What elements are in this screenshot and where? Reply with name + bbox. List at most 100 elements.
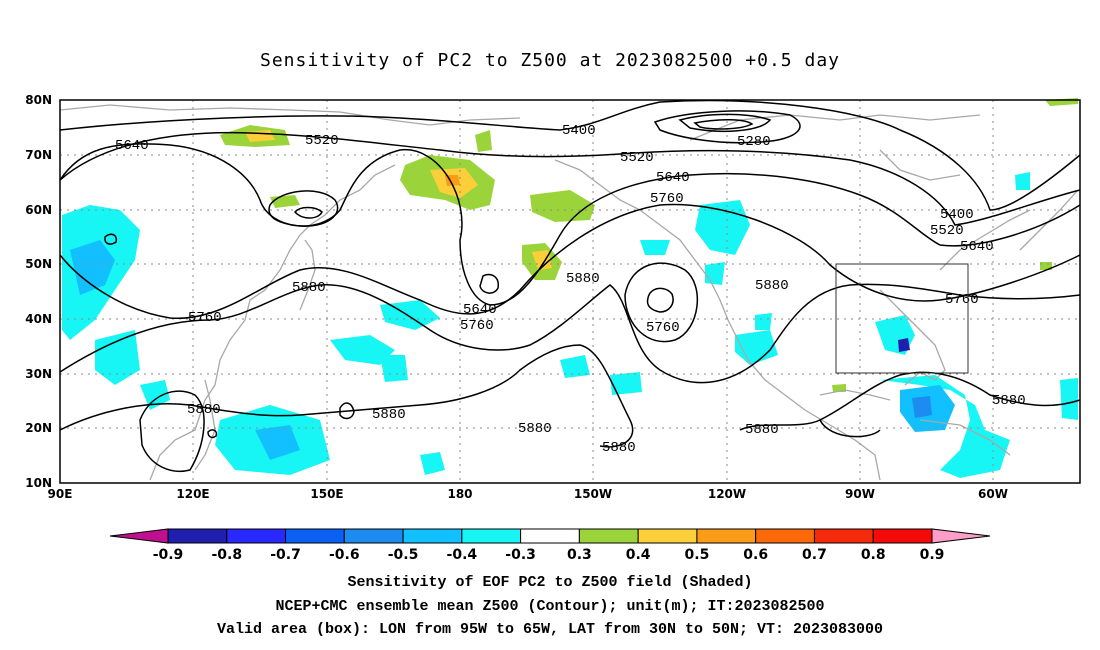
- shade-neg-caribbean: [880, 375, 1010, 478]
- colorbar-swatch: [637, 528, 698, 544]
- shade-pos-arctic: [475, 130, 492, 152]
- colorbar-arrow-low: [109, 528, 169, 544]
- colorbar-label: 0.4: [626, 547, 651, 563]
- colorbar-label: -0.7: [270, 547, 301, 563]
- colorbar-label: 0.8: [861, 547, 886, 563]
- lat-tick-50n: 50N: [25, 257, 52, 271]
- contour-label-5880-d: 5880: [187, 402, 221, 418]
- colorbar-label: -0.6: [329, 547, 360, 563]
- contour-closed-low1: [268, 190, 339, 227]
- contour-label-5880: 5880: [292, 280, 326, 296]
- colorbar-label: -0.9: [153, 547, 184, 563]
- shade-neg-phil: [140, 380, 170, 410]
- shade-neg-sepac-2: [610, 372, 642, 395]
- colorbar-swatch: [402, 528, 463, 544]
- lon-tick-90e: 90E: [48, 487, 73, 501]
- valid-area-box: [835, 263, 969, 374]
- contour-label-5760-e: 5760: [945, 292, 979, 308]
- contour-5880: [59, 283, 1081, 384]
- lat-tick-60n: 60N: [25, 203, 52, 217]
- lon-tick-150w: 150W: [574, 487, 612, 501]
- shade-neg-npac: [420, 452, 445, 475]
- contour-label-5400: 5400: [562, 123, 596, 139]
- contour-label-5880-i: 5880: [992, 393, 1026, 409]
- contour-label-5640: 5640: [115, 138, 149, 154]
- shade-neg-mexico-2: [755, 313, 772, 330]
- colorbar-label: 0.6: [743, 547, 768, 563]
- colorbar-label: -0.8: [211, 547, 242, 563]
- colorbar-label: -0.5: [388, 547, 419, 563]
- contour-label-5640-b: 5640: [656, 170, 690, 186]
- contour-label-5760-d: 5760: [646, 320, 680, 336]
- shade-neg-westpac-2: [70, 240, 115, 295]
- colorbar-swatch: [578, 528, 639, 544]
- contour-label-5520-c: 5520: [930, 223, 964, 239]
- lat-tick-40n: 40N: [25, 312, 52, 326]
- lon-tick-120w: 120W: [708, 487, 746, 501]
- contour-label-5280: 5280: [737, 134, 771, 150]
- lon-tick-150e: 150E: [310, 487, 343, 501]
- colorbar: -0.9 -0.8 -0.7 -0.6 -0.5 -0.4 -0.3 0.3 0.4 0.5 0.6…: [109, 528, 991, 563]
- contour-label-5640-c: 5640: [960, 239, 994, 255]
- lat-axis: 80N 70N 60N 50N 40N 30N 20N 10N: [25, 93, 52, 490]
- shade-pos-aleut-core: [532, 250, 552, 270]
- lon-tick-60w: 60W: [978, 487, 1008, 501]
- footer-line-3: Valid area (box): LON from 95W to 65W, L…: [216, 621, 884, 638]
- shade-neg-caribbean-3: [912, 396, 932, 418]
- lon-tick-180: 180: [447, 487, 472, 501]
- colorbar-swatch: [285, 528, 345, 544]
- shade-pos-bering: [530, 190, 595, 222]
- contour-label-5760-b: 5760: [460, 318, 494, 334]
- contour-5640: [59, 143, 1081, 306]
- colorbar-label: 0.7: [802, 547, 827, 563]
- colorbar-swatch: [343, 528, 404, 544]
- contour-label-5640-d: 5640: [463, 302, 497, 318]
- map-title: Sensitivity of PC2 to Z500 at 2023082500…: [259, 50, 840, 71]
- footer-line-2: NCEP+CMC ensemble mean Z500 (Contour); u…: [275, 598, 825, 615]
- colorbar-swatch: [813, 528, 874, 544]
- shade-neg-sepac: [560, 355, 590, 378]
- colorbar-swatch: [520, 528, 580, 544]
- contour-closed-low2: [479, 273, 499, 294]
- lat-tick-80n: 80N: [25, 93, 52, 107]
- contour-5400: [59, 99, 1081, 211]
- shade-neg-epac-3: [705, 262, 725, 285]
- graticule: [60, 100, 1080, 483]
- lat-tick-30n: 30N: [25, 367, 52, 381]
- shade-neg-midpac: [330, 335, 395, 365]
- colorbar-swatch: [461, 528, 522, 544]
- colorbar-label: -0.4: [447, 547, 478, 563]
- colorbar-swatch: [226, 528, 287, 544]
- contour-label-5520: 5520: [305, 133, 339, 149]
- shade-neg-midpac-3: [380, 355, 408, 382]
- shade-neg-atl-2: [1060, 378, 1078, 420]
- shade-neg-wpac-south-2: [255, 425, 300, 460]
- contour-label-5760: 5760: [188, 310, 222, 326]
- contour-5280: [653, 110, 801, 144]
- lat-tick-10n: 10N: [25, 476, 52, 490]
- colorbar-label: 0.3: [567, 547, 592, 563]
- contour-labels: 5280 5400 5400 5520 5520 5520 5640 5640 …: [115, 123, 1026, 456]
- contour-5520: [59, 131, 1081, 226]
- contour-label-5880-h: 5880: [745, 422, 779, 438]
- z500-contours: [59, 99, 1081, 472]
- contour-closed-low3: [624, 262, 699, 343]
- contour-label-5520-b: 5520: [620, 150, 654, 166]
- colorbar-swatch: [696, 528, 757, 544]
- contour-label-5880-b: 5880: [566, 271, 600, 287]
- colorbar-swatch: [755, 528, 815, 544]
- colorbar-label: -0.3: [505, 547, 536, 563]
- footer-line-1: Sensitivity of EOF PC2 to Z500 field (Sh…: [347, 574, 753, 591]
- lon-axis: 90E 120E 150E 180 150W 120W 90W 60W: [48, 487, 1008, 501]
- colorbar-label: 0.9: [920, 547, 945, 563]
- map-frame: [59, 99, 1081, 484]
- lon-tick-90w: 90W: [845, 487, 875, 501]
- shade-neg-usa-core: [898, 338, 910, 352]
- colorbar-label: 0.5: [685, 547, 710, 563]
- shade-pos-kamchatka-core: [245, 130, 275, 142]
- lon-tick-120e: 120E: [176, 487, 209, 501]
- contour-label-5880-e: 5880: [372, 407, 406, 423]
- contour-label-5880-c: 5880: [755, 278, 789, 294]
- colorbar-arrow-high: [931, 528, 991, 544]
